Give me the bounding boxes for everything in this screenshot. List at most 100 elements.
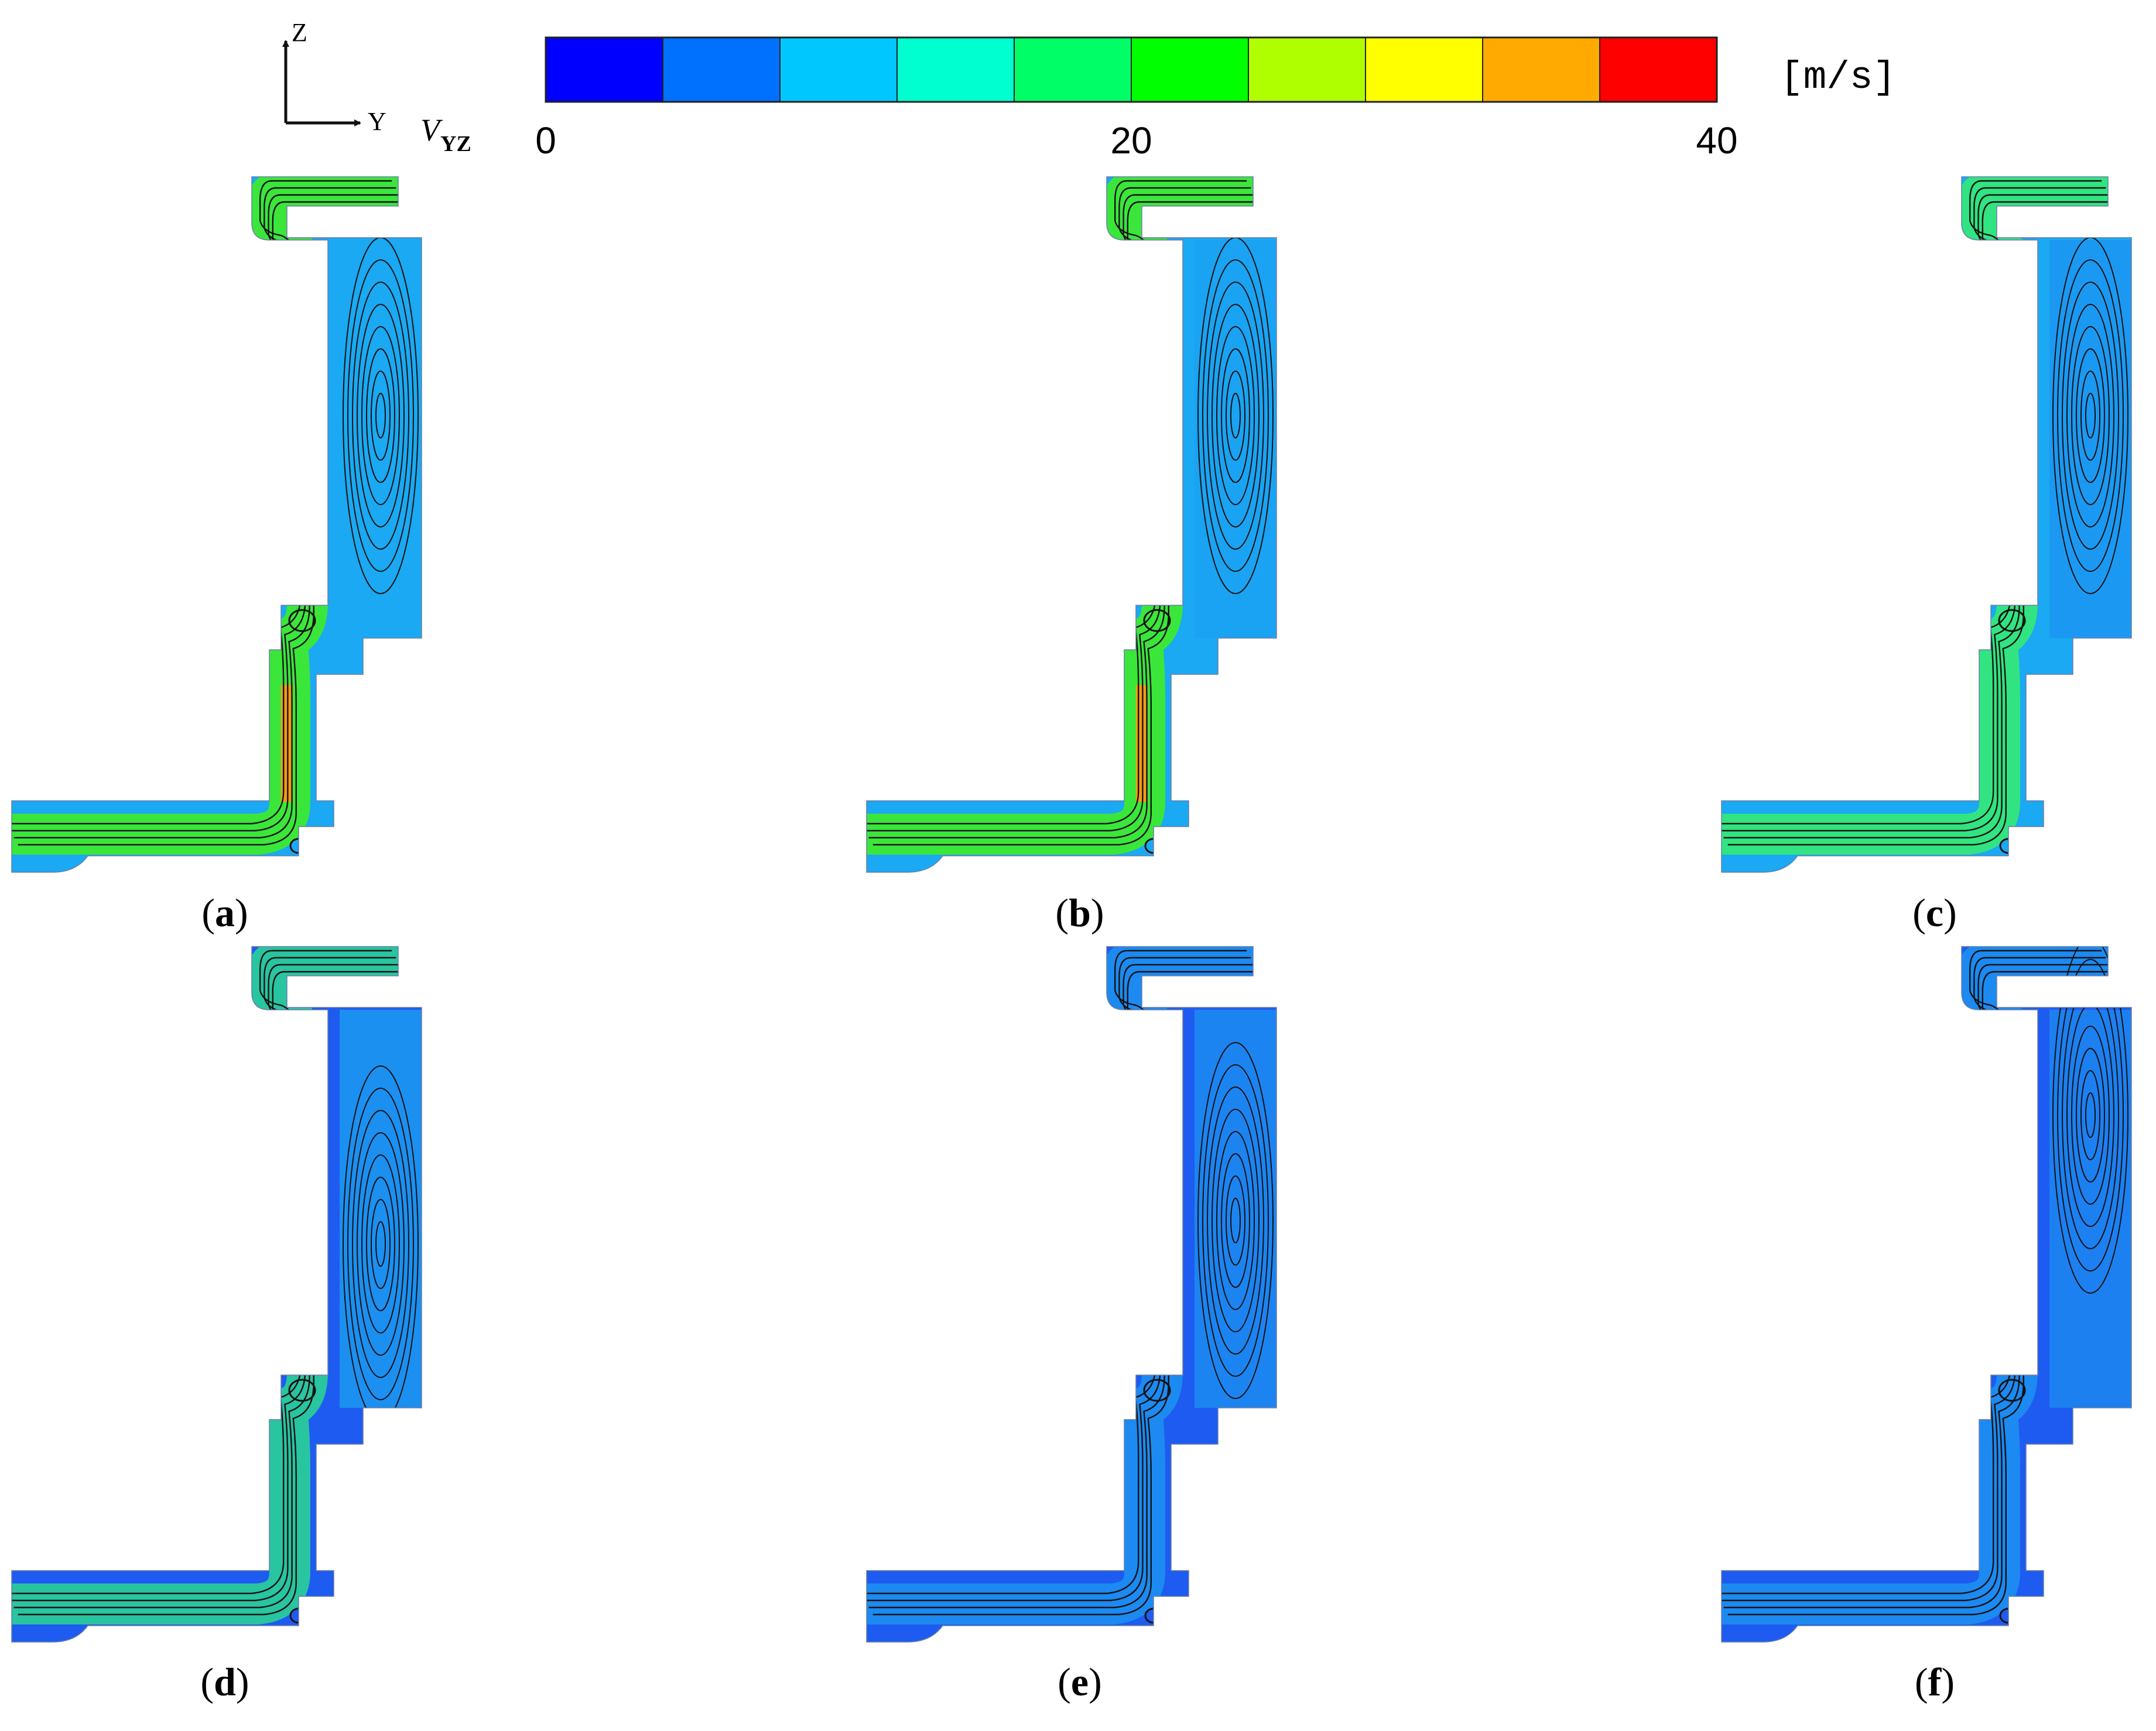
z-axis-label: Z (292, 18, 307, 47)
vortex-streamline (2085, 1092, 2096, 1138)
panel-e (866, 946, 1277, 1643)
vortex-streamline (1221, 348, 1250, 483)
vortex-streamline (1226, 1175, 1245, 1266)
vortex-streamline (375, 1221, 386, 1267)
vortex-streamline (347, 1088, 414, 1400)
colorbar-band (897, 37, 1015, 102)
step-vortex (288, 1379, 316, 1402)
streamline (13, 194, 401, 839)
duct-outline (11, 176, 422, 873)
vortex-streamline (371, 371, 391, 461)
vortex-streamline (361, 1154, 400, 1334)
jet-core (867, 947, 1253, 1624)
panel-d (11, 946, 422, 1643)
jet-core (867, 177, 1253, 855)
vortex-streamline (1230, 1198, 1241, 1243)
vortex-streamline (2076, 1048, 2105, 1182)
vortex-streamline (375, 393, 386, 438)
streamline (868, 964, 1255, 1609)
vortex-streamline (1202, 1064, 1269, 1377)
vortex-streamline (1212, 1109, 1260, 1332)
colorbar-band (780, 37, 898, 102)
vortex-streamline (2066, 304, 2114, 527)
streamline (13, 964, 401, 1609)
duct-outline (866, 176, 1277, 873)
panel-c (1721, 176, 2132, 873)
vortex-streamline (2052, 947, 2128, 1294)
vortex-streamline (1226, 371, 1245, 461)
recirculation-zone (340, 1010, 422, 1408)
panel-label-c: (c) (1912, 890, 1957, 935)
colorbar-band (1483, 37, 1600, 102)
colorbar-band (1366, 37, 1483, 102)
vortex-streamline (1207, 282, 1264, 550)
vortex-streamline (361, 326, 400, 505)
vortex-streamline (2076, 348, 2105, 483)
duct-outline (11, 946, 422, 1643)
vortex-streamline (2080, 1070, 2100, 1160)
vortex-streamline (2071, 1026, 2110, 1205)
velocity-field (867, 177, 1277, 872)
step-vortex (1998, 1379, 2026, 1402)
vortex-streamline (352, 282, 409, 550)
colorbar-tick-20: 20 (1110, 119, 1152, 162)
vortex-streamline (2085, 393, 2096, 438)
vortex-streamline (2057, 959, 2124, 1271)
vortex-streamline (352, 1110, 409, 1378)
velocity-field (867, 947, 1277, 1642)
panel-label-d: (d) (200, 1660, 249, 1704)
duct-outline (1721, 946, 2132, 1643)
vortex-streamline (2071, 326, 2110, 505)
colorbar-band (1131, 37, 1249, 102)
jet-core (1722, 177, 2108, 855)
vortex-streamline (366, 1177, 395, 1311)
jet-core (12, 947, 398, 1624)
vortex-streamline (1221, 1153, 1250, 1288)
vortex-streamline (1197, 1042, 1274, 1399)
vortex-streamline (1216, 1131, 1255, 1310)
duct-outline (1721, 176, 2132, 873)
recirculation-zone (1195, 1010, 1277, 1408)
high-speed-streak (1124, 242, 1160, 255)
vortex-streamline (1202, 259, 1269, 572)
variable-label: V YZ (420, 112, 471, 156)
panel-b (866, 176, 1277, 873)
vortex-streamline (371, 1199, 391, 1289)
high-speed-streak (269, 242, 305, 255)
step-vortex (288, 609, 316, 632)
panels: (a) (b) (c) (d) (e) (f) (11, 176, 2132, 1704)
streamline (1723, 194, 2110, 839)
vortex-streamline (2080, 371, 2100, 461)
vortex-streamline (357, 304, 405, 527)
vortex-streamline (1207, 1086, 1264, 1355)
y-axis-label: Y (368, 107, 386, 136)
vortex-streamline (2062, 282, 2119, 550)
vortex-streamline (366, 348, 395, 483)
panel-f (1721, 946, 2132, 1643)
colorbar-band (1248, 37, 1366, 102)
colorbar: 0 20 40 [m/s] (535, 36, 1896, 162)
recirculation-zone (2049, 1010, 2131, 1408)
velocity-field (12, 177, 422, 872)
vortex-streamline (347, 259, 414, 572)
velocity-field (1722, 177, 2131, 872)
variable-subscript: YZ (440, 132, 471, 156)
colorbar-band (1014, 37, 1132, 102)
vortex-streamline (1216, 326, 1255, 505)
jet-core (12, 177, 398, 855)
duct-outline (866, 946, 1277, 1643)
colorbar-unit: [m/s] (1780, 56, 1896, 100)
vortex-streamline (1212, 304, 1260, 527)
colorbar-tick-40: 40 (1696, 119, 1737, 162)
axis-indicator: Z Y (282, 18, 386, 136)
panel-label-e: (e) (1058, 1660, 1102, 1704)
panel-a (11, 176, 422, 873)
variable-symbol: V (420, 112, 443, 148)
vortex-streamline (1230, 393, 1241, 438)
step-vortex (1998, 609, 2026, 632)
streamline (1723, 964, 2110, 1609)
colorbar-band (1600, 37, 1717, 102)
jet-core (1722, 947, 2108, 1624)
colorbar-tick-0: 0 (535, 119, 556, 162)
